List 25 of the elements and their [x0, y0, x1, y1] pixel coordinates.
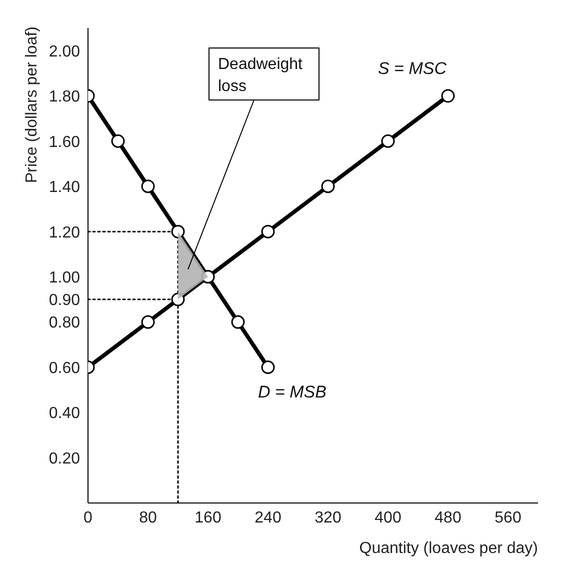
y-tick-label: 0.90 — [48, 292, 80, 310]
annotation: Deadweight loss — [218, 56, 304, 95]
y-tick-label: 0.40 — [48, 405, 80, 422]
x-tick-label: 480 — [434, 509, 462, 526]
x-tick-label: 160 — [194, 509, 222, 526]
y-tick-label: 1.00 — [48, 269, 80, 286]
x-tick-label: 80 — [139, 509, 157, 526]
y-tick-label: 1.60 — [48, 134, 80, 151]
y-axis-title: Price (dollars per loaf) — [23, 26, 40, 183]
y-tick-label: 0.60 — [48, 360, 80, 377]
y-tick-label: 1.40 — [48, 179, 80, 196]
y-tick-label: 1.80 — [48, 88, 80, 106]
x-tick-label: 320 — [314, 509, 342, 526]
series-label: S = MSC — [378, 58, 448, 78]
x-tick-label: 240 — [254, 509, 282, 526]
y-tick-label: 0.80 — [48, 314, 80, 332]
y-tick-label: 1.20 — [48, 224, 80, 242]
y-tick-label: 0.20 — [48, 450, 80, 468]
y-tick-label: 2.00 — [48, 43, 80, 60]
x-tick-label: 560 — [494, 509, 522, 526]
x-tick-label: 400 — [374, 509, 402, 526]
callout: Deadweight loss — [188, 48, 320, 270]
x-axis-title: Quantity (loaves per day) — [359, 540, 538, 557]
series-label: D = MSB — [258, 382, 326, 402]
x-tick-label: 0 — [84, 509, 93, 526]
